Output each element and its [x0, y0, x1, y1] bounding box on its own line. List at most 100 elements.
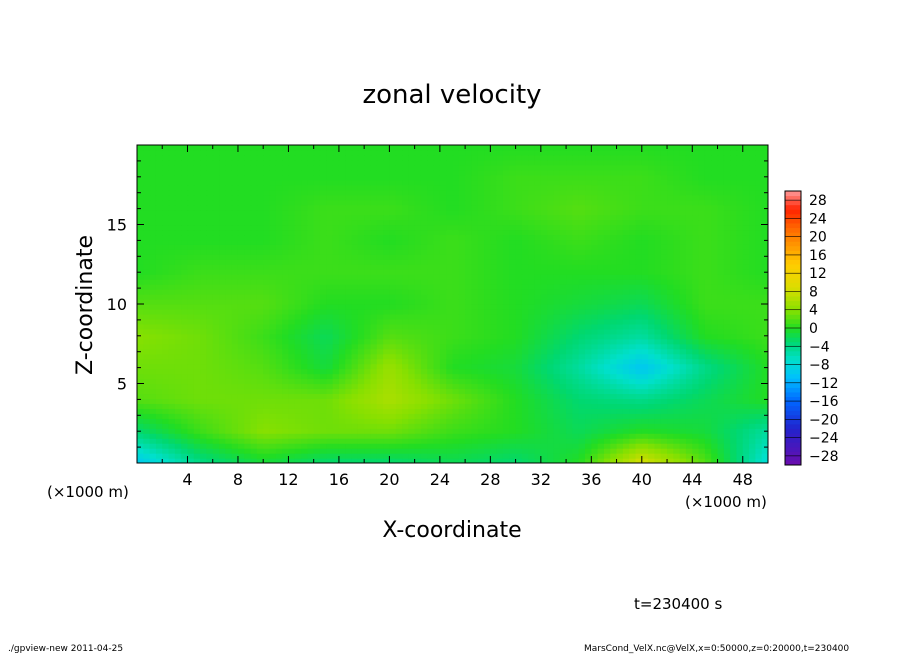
heatmap-cell: [761, 318, 768, 325]
heatmap-cell: [307, 294, 315, 300]
heatmap-cell: [540, 239, 548, 245]
heatmap-cell: [446, 234, 454, 241]
heatmap-cell: [288, 279, 296, 285]
heatmap-cell: [427, 269, 435, 275]
heatmap-cell: [149, 448, 157, 454]
heatmap-cell: [610, 239, 618, 245]
heatmap-cell: [162, 264, 170, 270]
heatmap-cell: [509, 313, 517, 320]
heatmap-cell: [515, 279, 523, 285]
heatmap-cell: [219, 323, 226, 330]
heatmap-cell: [288, 299, 296, 305]
heatmap-cell: [660, 234, 668, 241]
heatmap-cell: [667, 348, 674, 355]
heatmap-cell: [427, 403, 435, 409]
heatmap-cell: [301, 318, 308, 325]
heatmap-cell: [711, 353, 719, 360]
heatmap-cell: [761, 368, 768, 375]
heatmap-cell: [660, 249, 668, 255]
heatmap-cell: [250, 333, 258, 340]
heatmap-cell: [553, 214, 561, 221]
heatmap-cell: [534, 418, 542, 424]
heatmap-cell: [458, 318, 466, 325]
heatmap-cell: [319, 284, 327, 290]
heatmap-cell: [244, 408, 252, 414]
heatmap-cell: [200, 239, 208, 245]
heatmap-cell: [187, 348, 195, 355]
heatmap-cell: [490, 294, 498, 300]
heatmap-cell: [332, 279, 340, 285]
heatmap-cell: [269, 249, 277, 255]
heatmap-cell: [269, 348, 277, 355]
heatmap-cell: [282, 418, 290, 424]
heatmap-cell: [301, 443, 308, 449]
heatmap-cell: [547, 453, 555, 459]
heatmap-cell: [326, 358, 334, 365]
heatmap-cell: [509, 458, 517, 463]
heatmap-cell: [225, 224, 233, 231]
heatmap-cell: [673, 438, 681, 444]
heatmap-cell: [370, 408, 378, 414]
heatmap-cell: [256, 299, 264, 305]
heatmap-cell: [395, 353, 403, 360]
heatmap-cell: [338, 408, 346, 414]
heatmap-cell: [648, 239, 656, 245]
heatmap-cell: [654, 353, 662, 360]
heatmap-cell: [534, 269, 542, 275]
heatmap-cell: [212, 294, 220, 300]
heatmap-cell: [439, 408, 447, 414]
heatmap-cell: [408, 388, 416, 395]
heatmap-cell: [162, 274, 170, 280]
heatmap-cell: [137, 229, 144, 236]
heatmap-cell: [263, 348, 271, 355]
heatmap-cell: [383, 338, 390, 345]
heatmap-cell: [736, 318, 744, 325]
heatmap-cell: [610, 234, 618, 241]
heatmap-cell: [420, 353, 428, 360]
heatmap-cell: [376, 418, 384, 424]
heatmap-cell: [559, 279, 567, 285]
heatmap-cell: [610, 398, 618, 404]
heatmap-cell: [376, 363, 384, 370]
heatmap-cell: [717, 294, 725, 300]
heatmap-cell: [219, 224, 226, 231]
heatmap-cell: [736, 284, 744, 290]
heatmap-cell: [275, 438, 283, 444]
heatmap-cell: [559, 234, 567, 241]
heatmap-cell: [679, 433, 687, 439]
heatmap-cell: [332, 408, 340, 414]
heatmap-cell: [685, 383, 693, 390]
heatmap-cell: [420, 219, 428, 226]
heatmap-cell: [193, 313, 201, 320]
heatmap-cell: [137, 363, 144, 370]
heatmap-cell: [149, 274, 157, 280]
heatmap-cell: [244, 443, 252, 449]
heatmap-cell: [427, 358, 435, 365]
heatmap-cell: [282, 284, 290, 290]
heatmap-cell: [446, 403, 454, 409]
heatmap-cell: [749, 363, 756, 370]
heatmap-cell: [521, 318, 529, 325]
heatmap-cell: [206, 408, 214, 414]
heatmap-cell: [667, 328, 674, 335]
heatmap-cell: [244, 284, 252, 290]
heatmap-cell: [547, 259, 555, 265]
heatmap-cell: [446, 294, 454, 300]
heatmap-cell: [698, 219, 706, 226]
heatmap-cell: [376, 313, 384, 320]
heatmap-cell: [187, 388, 195, 395]
heatmap-cell: [225, 254, 233, 260]
heatmap-cell: [338, 343, 346, 350]
heatmap-cell: [181, 229, 189, 236]
heatmap-cell: [566, 234, 573, 241]
heatmap-cell: [263, 308, 271, 315]
heatmap-cell: [591, 279, 599, 285]
heatmap-cell: [490, 388, 498, 395]
heatmap-cell: [301, 219, 308, 226]
heatmap-cell: [553, 328, 561, 335]
heatmap-cell: [597, 348, 605, 355]
heatmap-cell: [364, 433, 372, 439]
heatmap-cell: [673, 368, 681, 375]
heatmap-cell: [143, 214, 151, 221]
heatmap-cell: [685, 328, 693, 335]
